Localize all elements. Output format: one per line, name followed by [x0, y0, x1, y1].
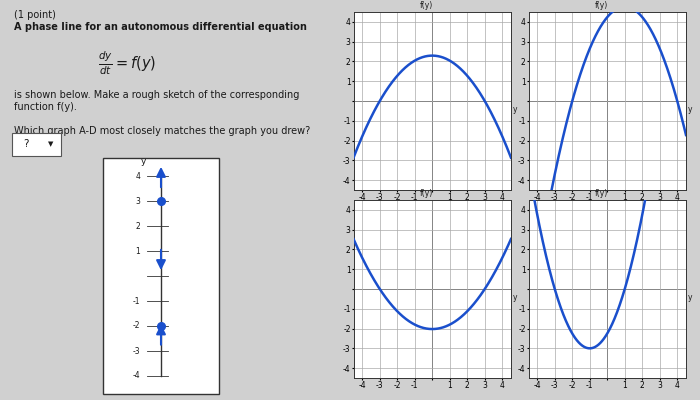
- Text: y: y: [512, 104, 517, 114]
- FancyBboxPatch shape: [104, 158, 218, 394]
- Text: f(y): f(y): [419, 189, 433, 198]
- Text: A phase line for an autonomous differential equation: A phase line for an autonomous different…: [14, 22, 307, 32]
- Text: 3: 3: [135, 196, 140, 206]
- Text: 2: 2: [135, 222, 140, 230]
- Text: -3: -3: [132, 346, 140, 356]
- Text: ▼: ▼: [48, 141, 53, 147]
- Text: B: B: [603, 215, 612, 228]
- FancyBboxPatch shape: [13, 133, 62, 156]
- Text: f(y): f(y): [594, 189, 608, 198]
- Text: y: y: [687, 292, 692, 302]
- Text: -1: -1: [132, 296, 140, 306]
- Text: -2: -2: [132, 322, 140, 330]
- Text: f(y): f(y): [594, 1, 608, 10]
- Text: -4: -4: [132, 372, 140, 380]
- Text: 4: 4: [135, 172, 140, 180]
- Text: A: A: [428, 215, 437, 228]
- Text: y: y: [141, 157, 146, 166]
- Text: y: y: [512, 292, 517, 302]
- Text: Which graph A-D most closely matches the graph you drew?: Which graph A-D most closely matches the…: [14, 126, 310, 136]
- Text: $\frac{dy}{dt} = f(y)$: $\frac{dy}{dt} = f(y)$: [98, 50, 156, 78]
- Text: y: y: [687, 104, 692, 114]
- Text: 1: 1: [135, 246, 140, 256]
- Text: function f(y).: function f(y).: [14, 102, 77, 112]
- Text: (1 point): (1 point): [14, 10, 56, 20]
- Text: ?: ?: [24, 139, 29, 149]
- Text: f(y): f(y): [419, 1, 433, 10]
- Text: is shown below. Make a rough sketch of the corresponding: is shown below. Make a rough sketch of t…: [14, 90, 300, 100]
